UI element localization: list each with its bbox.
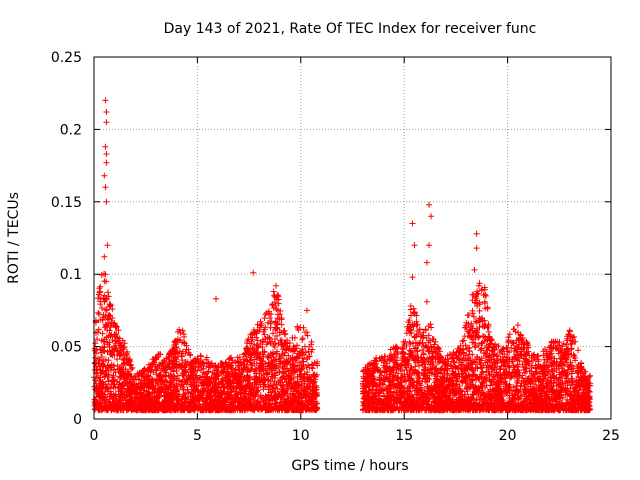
plot-frame (93, 56, 612, 420)
grid-lines (94, 57, 611, 419)
chart-title: Day 143 of 2021, Rate Of TEC Index for r… (164, 21, 537, 37)
x-tick-labels: 0 5 10 15 20 25 (90, 428, 620, 444)
y-tick-labels: 0 0.05 0.1 0.15 0.2 0.25 (51, 50, 82, 428)
data-points (91, 97, 594, 414)
y-tick-label: 0 (73, 412, 82, 428)
y-tick-label: 0.15 (51, 195, 82, 211)
x-tick-label: 10 (292, 428, 310, 444)
x-tick-label: 25 (602, 428, 620, 444)
x-tick-label: 15 (395, 428, 413, 444)
x-axis-label: GPS time / hours (291, 458, 408, 474)
y-tick-label: 0.2 (60, 122, 82, 138)
y-tick-label: 0.05 (51, 340, 82, 356)
x-tick-label: 20 (499, 428, 517, 444)
x-tick-label: 5 (193, 428, 202, 444)
x-tick-label: 0 (90, 428, 99, 444)
y-tick-label: 0.1 (60, 267, 82, 283)
axis-ticks (93, 56, 612, 420)
scatter-markers (91, 97, 594, 414)
y-tick-label: 0.25 (51, 50, 82, 66)
y-axis-label: ROTI / TECUs (6, 192, 22, 284)
